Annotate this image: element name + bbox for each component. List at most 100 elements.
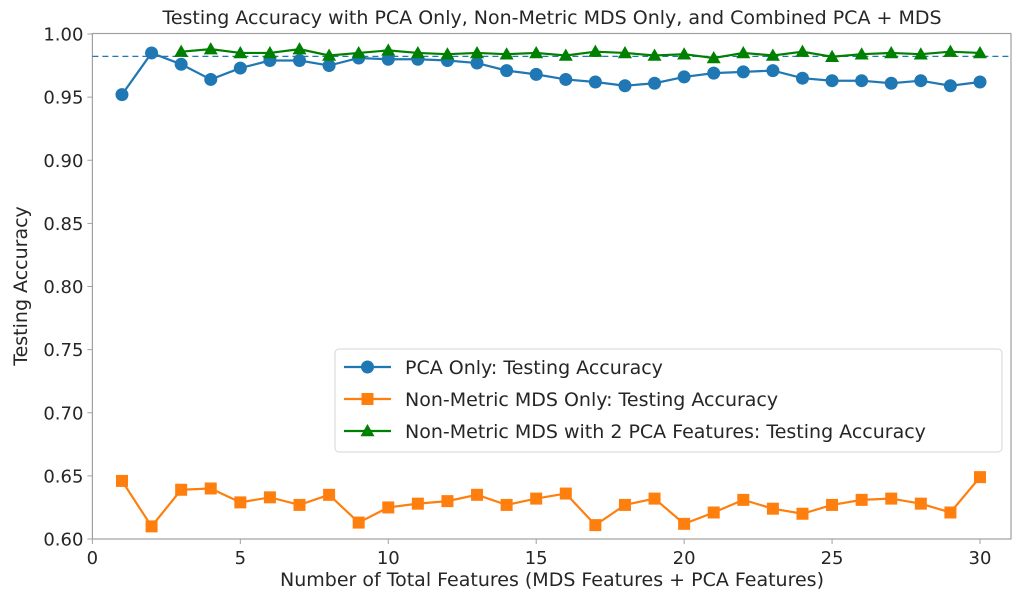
data-point — [707, 66, 721, 80]
data-point — [737, 493, 750, 506]
y-tick-label: 0.70 — [43, 403, 83, 424]
data-point — [914, 74, 928, 88]
data-point — [826, 498, 839, 511]
data-point — [322, 48, 337, 61]
data-point — [410, 45, 425, 59]
x-tick-label: 15 — [525, 548, 548, 569]
y-tick-label: 0.95 — [43, 88, 83, 109]
data-point — [175, 483, 188, 496]
data-point — [263, 491, 276, 504]
series-square — [115, 471, 986, 533]
data-point — [648, 76, 662, 90]
data-point — [885, 492, 898, 505]
data-point — [677, 47, 692, 60]
data-point — [736, 65, 750, 79]
series-circle — [115, 46, 987, 102]
data-point — [974, 471, 986, 484]
x-tick-label: 25 — [821, 548, 844, 569]
data-point — [558, 48, 573, 61]
legend-marker-triangle — [360, 424, 375, 437]
data-point — [913, 47, 928, 60]
data-point — [530, 492, 543, 505]
data-point — [115, 88, 129, 102]
data-point — [588, 75, 602, 89]
x-tick-label: 20 — [673, 548, 696, 569]
data-point — [352, 516, 365, 529]
data-point — [943, 79, 957, 93]
legend-label: Non-Metric MDS with 2 PCA Features: Test… — [405, 421, 926, 443]
data-point — [292, 42, 307, 55]
data-point — [145, 46, 159, 60]
x-axis-label: Number of Total Features (MDS Features +… — [280, 569, 824, 591]
data-point — [470, 56, 484, 70]
data-point — [174, 44, 189, 57]
data-point — [381, 43, 396, 56]
y-tick-label: 0.80 — [43, 277, 83, 298]
data-point — [174, 57, 188, 71]
chart-title: Testing Accuracy with PCA Only, Non-Metr… — [161, 7, 941, 29]
data-point — [234, 496, 247, 509]
data-point — [647, 48, 662, 61]
plot-area — [91, 32, 1012, 540]
data-point — [381, 52, 395, 66]
data-point — [618, 498, 631, 511]
series-triangle — [174, 42, 987, 64]
data-point — [884, 76, 898, 90]
data-point — [471, 488, 484, 501]
data-point — [440, 47, 455, 60]
data-point — [233, 45, 248, 59]
y-axis-ticks: 0.60 0.65 0.70 0.75 0.80 0.85 0.90 0.95 1.00 — [43, 25, 93, 551]
x-tick-label: 30 — [969, 548, 992, 569]
legend-marker-circle — [361, 360, 374, 374]
data-point — [795, 44, 810, 57]
data-point — [382, 501, 395, 514]
data-point — [914, 497, 927, 510]
data-point — [678, 517, 691, 530]
legend-marker-square — [361, 393, 374, 405]
data-point — [944, 506, 957, 519]
data-point — [411, 497, 424, 510]
data-point — [293, 498, 306, 511]
y-axis-label: Testing Accuracy — [10, 206, 32, 367]
data-point — [323, 488, 336, 501]
data-point — [589, 519, 602, 532]
data-point — [559, 487, 572, 500]
data-point — [825, 74, 839, 88]
data-point — [765, 48, 780, 61]
legend-item: PCA Only: Testing Accuracy — [344, 357, 663, 379]
data-point — [351, 45, 366, 59]
data-point — [322, 59, 336, 73]
x-tick-label: 5 — [235, 548, 246, 569]
data-point — [973, 45, 987, 59]
data-point — [855, 493, 868, 506]
data-point — [677, 70, 691, 84]
y-tick-label: 1.00 — [43, 25, 83, 46]
y-tick-label: 0.60 — [43, 530, 83, 551]
data-point — [203, 42, 218, 55]
data-point — [973, 75, 987, 89]
data-point — [825, 49, 840, 62]
data-point — [204, 72, 218, 86]
x-tick-label: 0 — [87, 548, 98, 569]
y-tick-label: 0.75 — [43, 340, 83, 361]
x-tick-label: 10 — [377, 548, 400, 569]
data-point — [470, 45, 485, 59]
legend-box — [334, 348, 1003, 453]
data-point — [766, 502, 779, 515]
data-point — [796, 507, 809, 520]
series-line — [181, 48, 981, 60]
data-point — [500, 498, 513, 511]
data-point — [293, 54, 307, 68]
data-point — [529, 45, 544, 59]
legend-label: Non-Metric MDS Only: Testing Accuracy — [405, 389, 778, 411]
y-tick-label: 0.65 — [43, 466, 83, 487]
data-point — [618, 79, 632, 93]
x-axis-ticks: 0 5 10 15 20 25 30 — [87, 539, 992, 569]
y-tick-label: 0.85 — [43, 214, 83, 235]
legend-label: PCA Only: Testing Accuracy — [405, 357, 663, 379]
data-point — [499, 47, 514, 60]
data-point — [736, 45, 751, 59]
data-point — [115, 474, 128, 487]
data-point — [854, 47, 869, 60]
